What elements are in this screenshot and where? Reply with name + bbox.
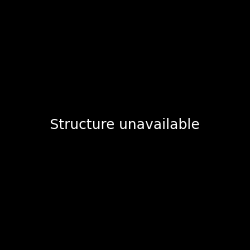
Text: Structure unavailable: Structure unavailable xyxy=(50,118,200,132)
